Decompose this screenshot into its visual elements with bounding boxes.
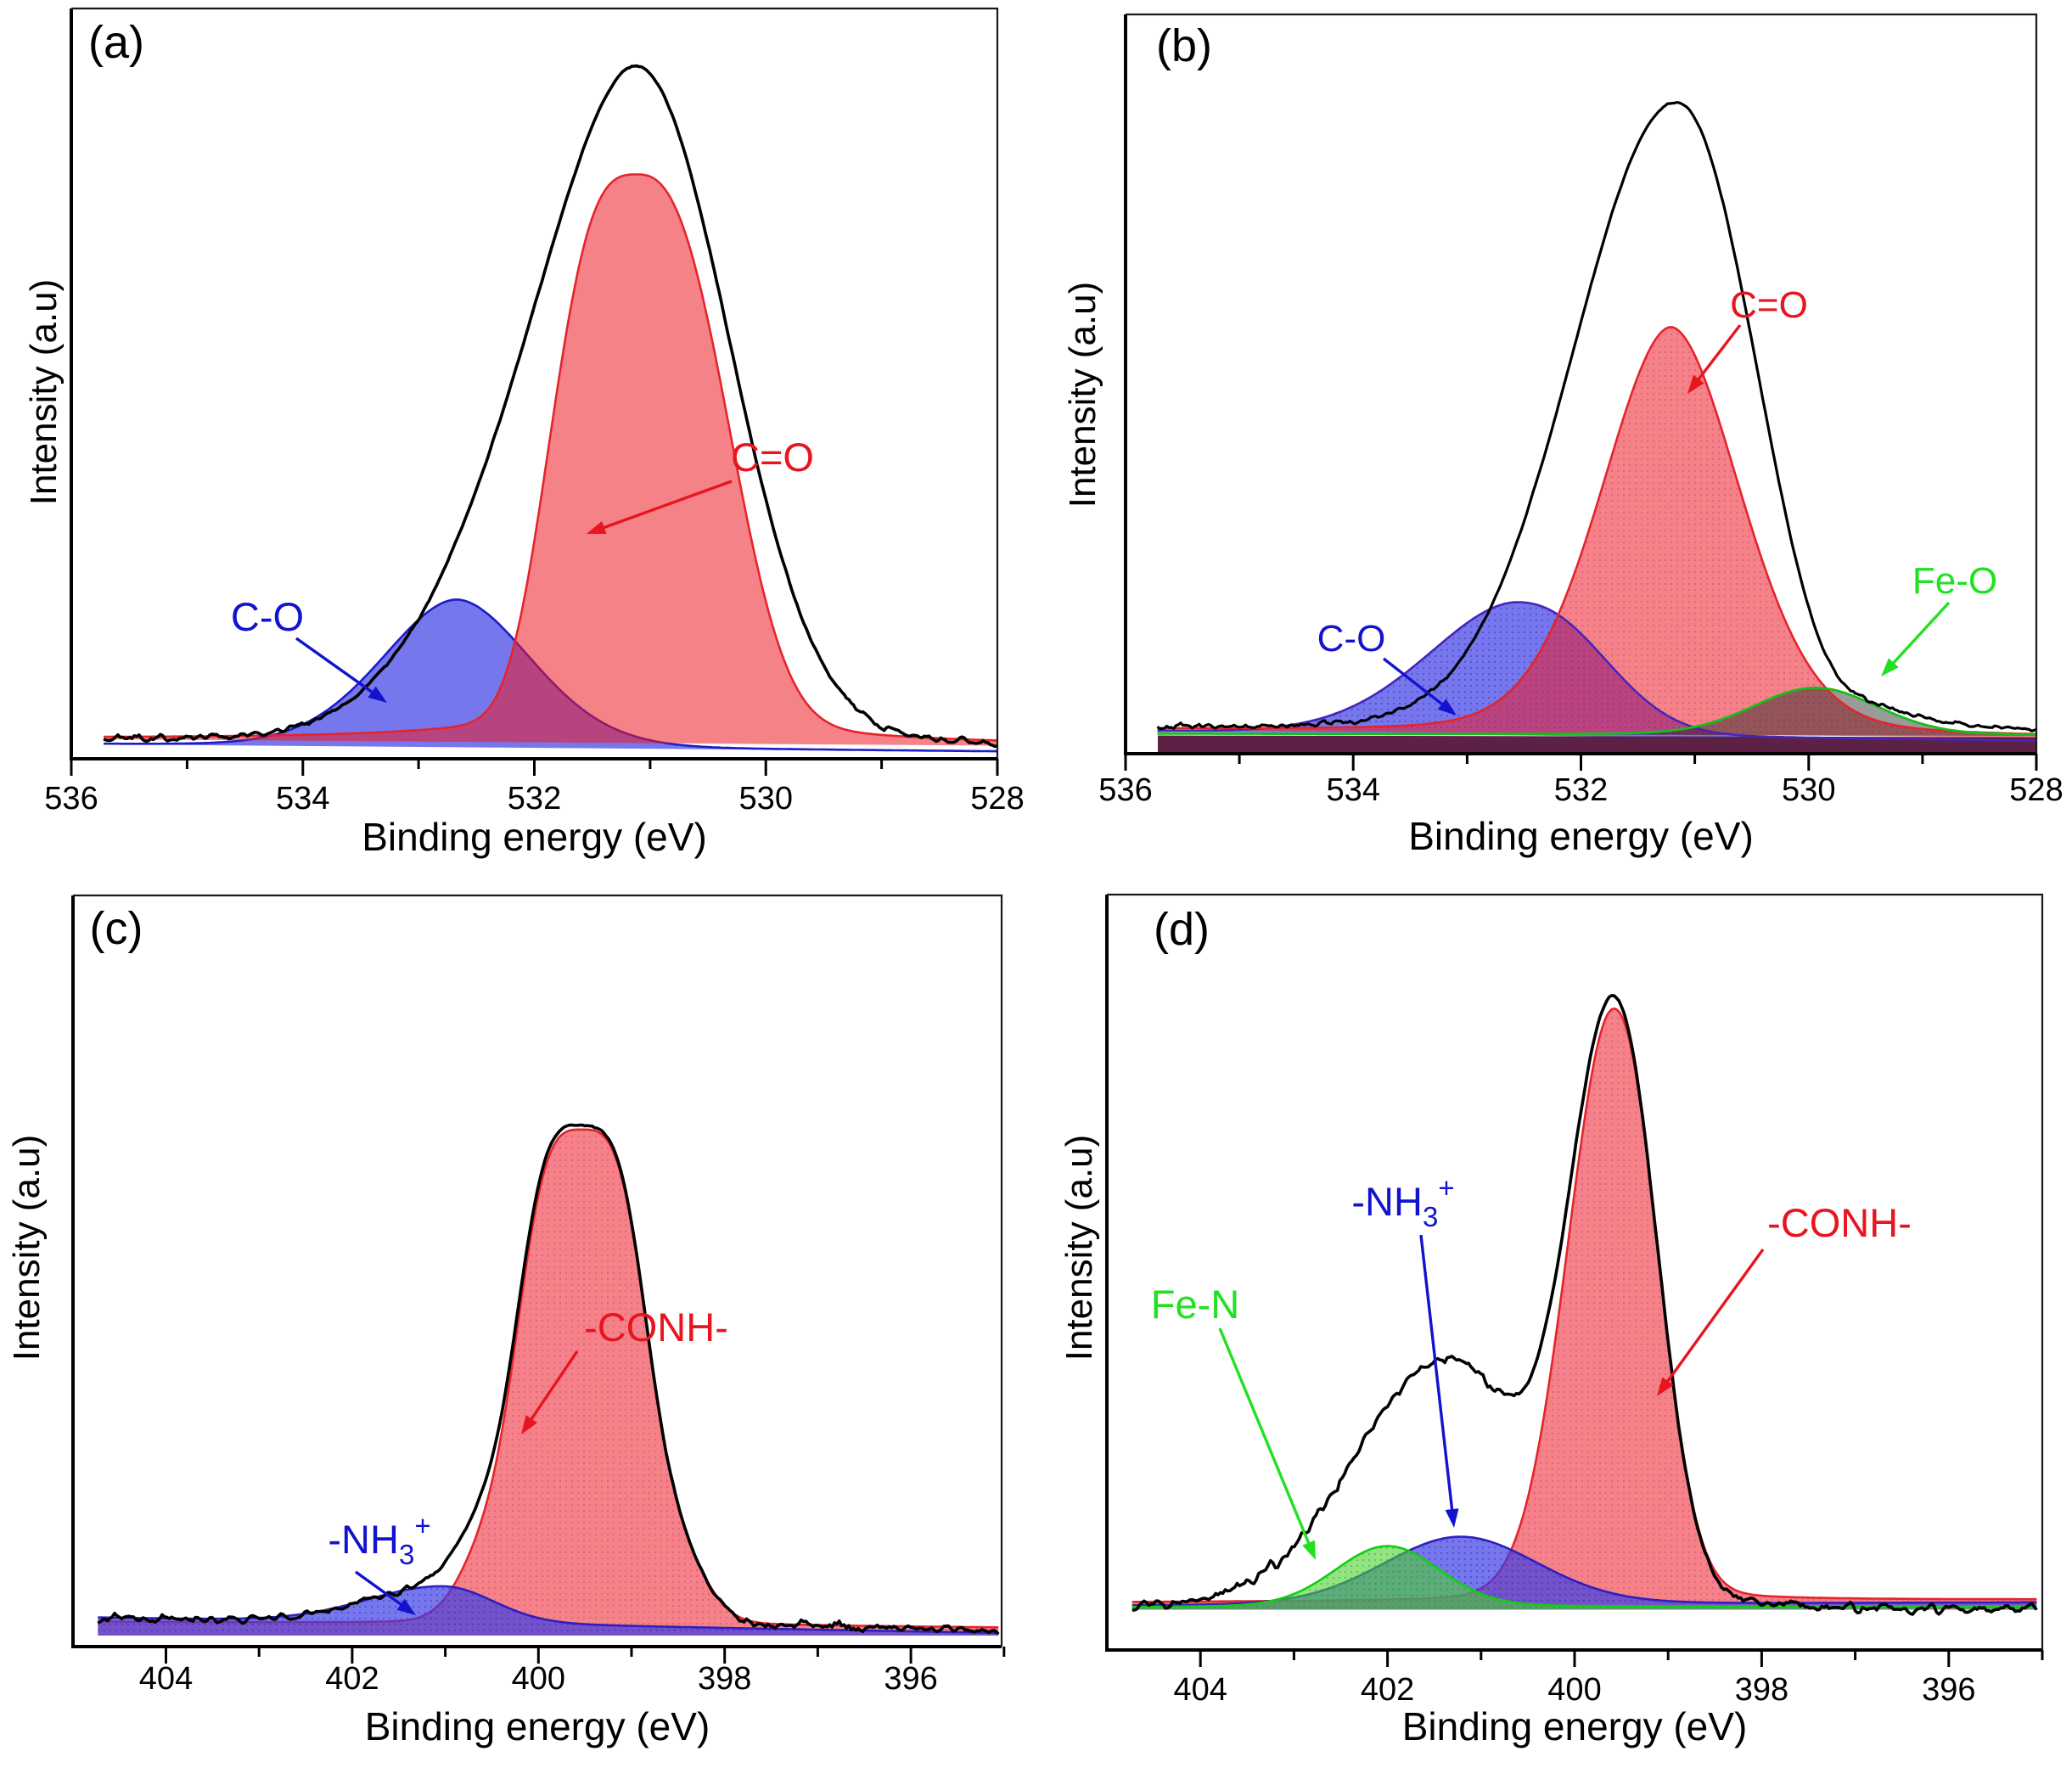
- svg-text:Intensity (a.u): Intensity (a.u): [6, 1135, 48, 1361]
- svg-text:-CONH-: -CONH-: [584, 1305, 728, 1350]
- svg-text:530: 530: [739, 781, 793, 817]
- svg-text:-NH3+: -NH3+: [328, 1510, 430, 1570]
- svg-text:398: 398: [1735, 1672, 1788, 1708]
- svg-text:(c): (c): [90, 903, 143, 954]
- svg-text:396: 396: [1922, 1672, 1975, 1708]
- svg-text:(b): (b): [1156, 20, 1212, 71]
- svg-text:536: 536: [44, 781, 98, 817]
- svg-text:536: 536: [1098, 772, 1152, 808]
- svg-text:404: 404: [1173, 1672, 1227, 1708]
- svg-text:Binding energy (eV): Binding energy (eV): [1402, 1704, 1748, 1748]
- svg-text:Binding energy (eV): Binding energy (eV): [365, 1704, 710, 1748]
- svg-text:Intensity (a.u): Intensity (a.u): [23, 279, 65, 506]
- svg-text:C-O: C-O: [1317, 618, 1386, 659]
- svg-text:-CONH-: -CONH-: [1767, 1200, 1912, 1245]
- svg-text:(a): (a): [88, 17, 144, 68]
- svg-text:C=O: C=O: [1730, 284, 1808, 326]
- svg-text:Intensity (a.u): Intensity (a.u): [1058, 1135, 1100, 1361]
- svg-text:Binding energy (eV): Binding energy (eV): [362, 815, 707, 859]
- svg-text:400: 400: [512, 1661, 565, 1697]
- svg-text:Fe-N: Fe-N: [1151, 1282, 1239, 1327]
- svg-text:534: 534: [1327, 772, 1380, 808]
- svg-text:534: 534: [276, 781, 329, 817]
- svg-text:Binding energy (eV): Binding energy (eV): [1408, 814, 1754, 858]
- svg-text:(d): (d): [1154, 904, 1210, 955]
- svg-text:398: 398: [698, 1661, 751, 1697]
- svg-text:400: 400: [1547, 1672, 1601, 1708]
- svg-text:402: 402: [325, 1661, 379, 1697]
- svg-text:396: 396: [884, 1661, 937, 1697]
- svg-text:528: 528: [2009, 772, 2063, 808]
- svg-text:404: 404: [139, 1661, 193, 1697]
- svg-text:402: 402: [1361, 1672, 1414, 1708]
- svg-text:Fe-O: Fe-O: [1912, 560, 1997, 602]
- svg-text:Intensity (a.u): Intensity (a.u): [1062, 282, 1103, 508]
- svg-text:528: 528: [970, 781, 1024, 817]
- svg-text:530: 530: [1782, 772, 1835, 808]
- svg-text:C-O: C-O: [231, 594, 304, 639]
- svg-text:532: 532: [1554, 772, 1608, 808]
- svg-text:532: 532: [508, 781, 561, 817]
- svg-text:-NH3+: -NH3+: [1351, 1172, 1454, 1232]
- svg-text:C=O: C=O: [731, 435, 814, 480]
